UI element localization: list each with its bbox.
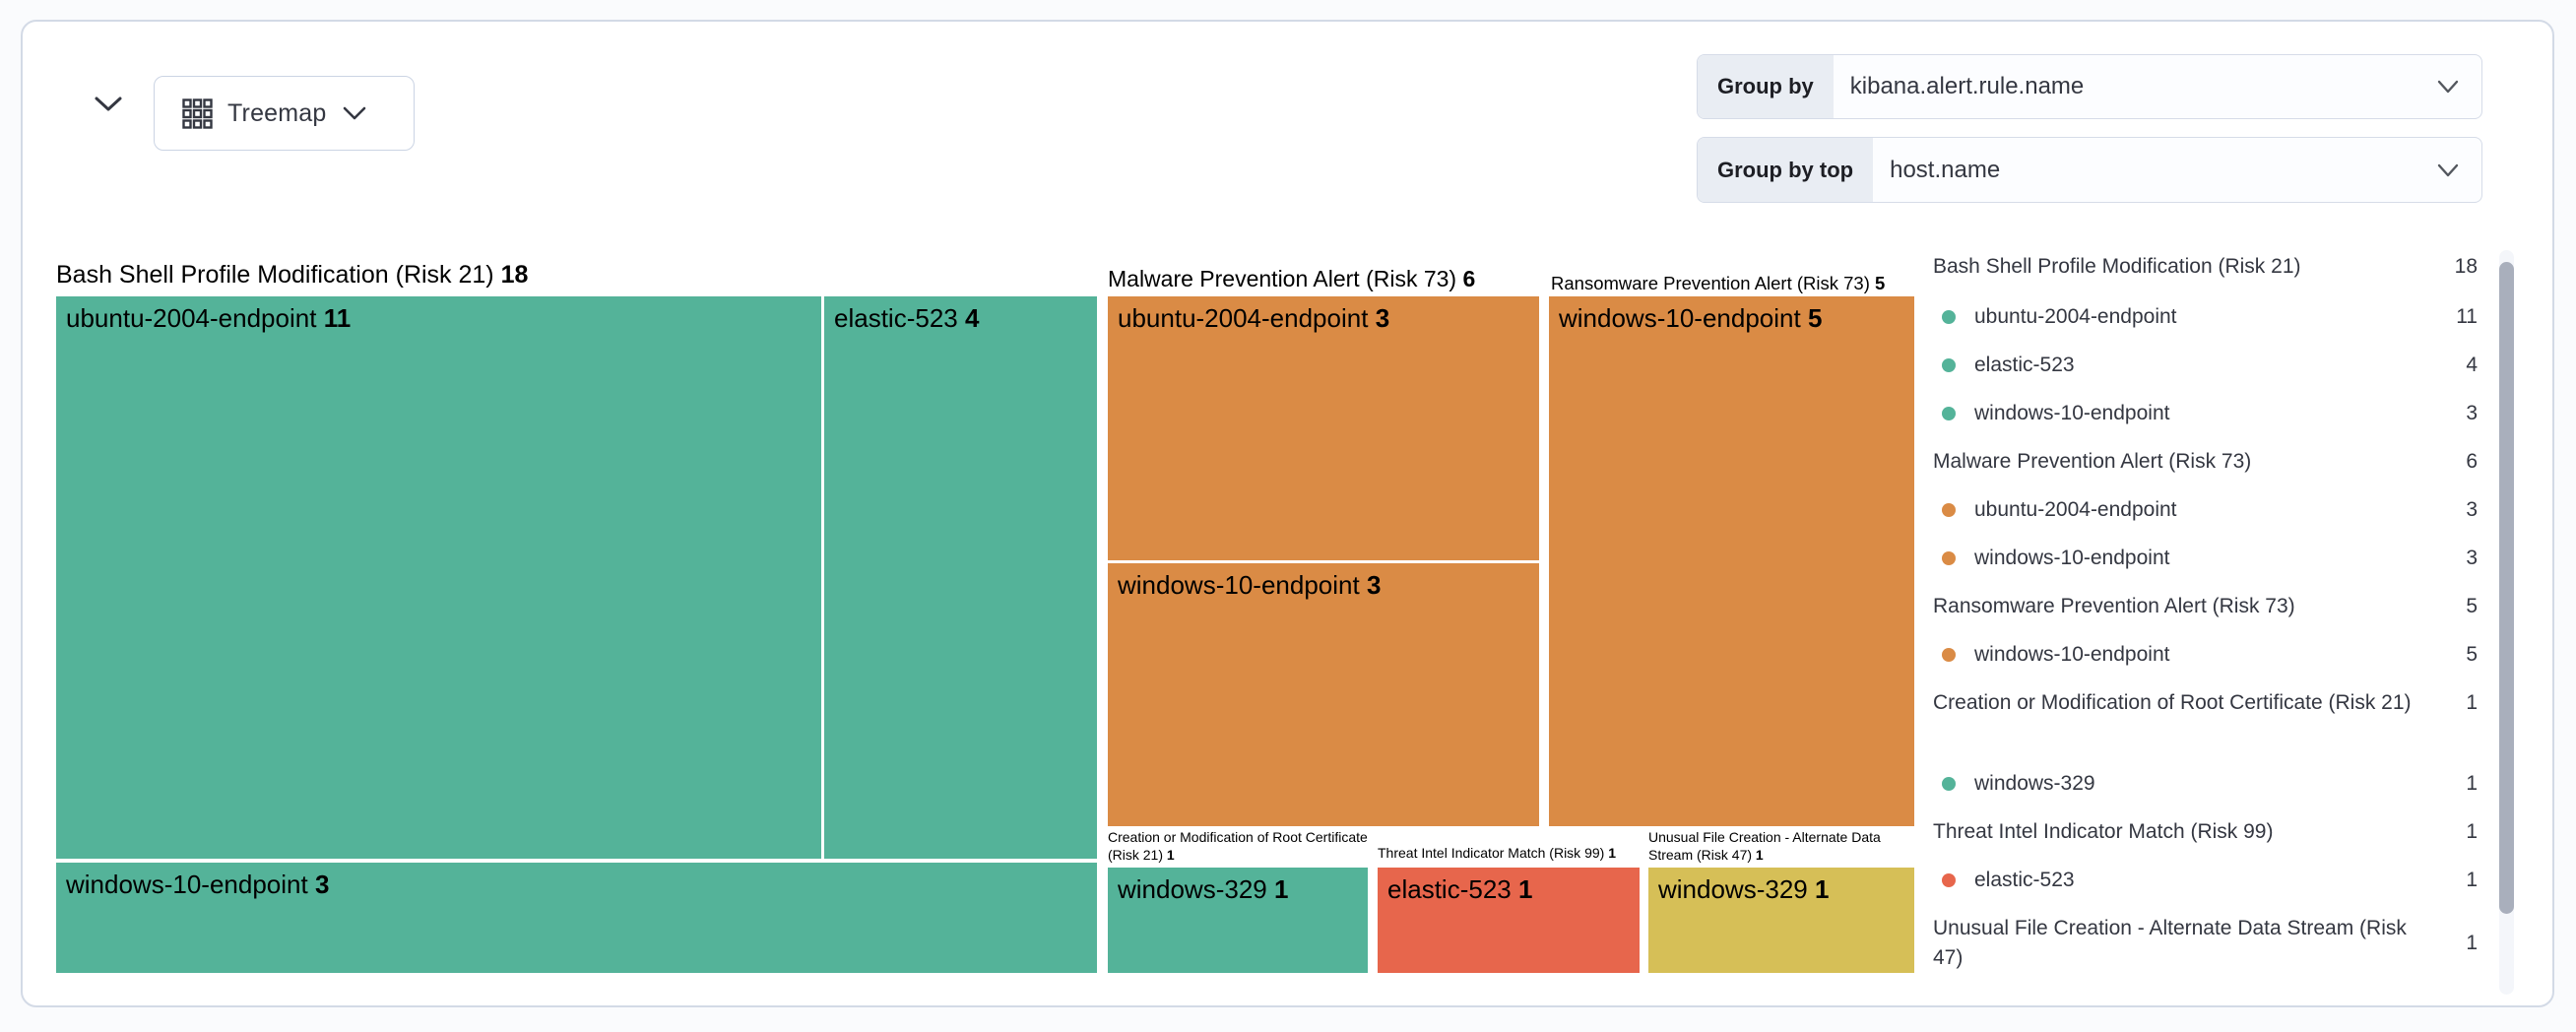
legend-color-dot: [1942, 310, 1956, 324]
legend-item-row[interactable]: elastic-523 1: [1942, 866, 2478, 895]
chart-type-select-button[interactable]: Treemap: [154, 76, 415, 151]
treemap-group-header: Unusual File Creation - Alternate Data S…: [1648, 829, 1881, 863]
treemap-tile[interactable]: windows-329 1: [1648, 868, 1914, 973]
legend-group-row[interactable]: Creation or Modification of Root Certifi…: [1933, 691, 2478, 714]
collapse-panel-button[interactable]: [86, 83, 131, 124]
grid-icon: [182, 97, 213, 129]
legend-item-row[interactable]: ubuntu-2004-endpoint 11: [1942, 302, 2478, 332]
legend-group-row[interactable]: Ransomware Prevention Alert (Risk 73) 5: [1933, 595, 2478, 617]
treemap-tile[interactable]: ubuntu-2004-endpoint 3: [1108, 296, 1539, 560]
legend-color-dot: [1942, 873, 1956, 887]
legend-item-row[interactable]: elastic-523 4: [1942, 351, 2478, 380]
legend-item-row[interactable]: ubuntu-2004-endpoint 3: [1942, 495, 2478, 525]
legend-color-dot: [1942, 358, 1956, 372]
group-by-top-label: Group by top: [1698, 138, 1874, 202]
legend-group-row[interactable]: Malware Prevention Alert (Risk 73) 6: [1933, 450, 2478, 473]
chevron-down-icon: [2436, 55, 2481, 118]
treemap-tile[interactable]: ubuntu-2004-endpoint 11: [56, 296, 821, 859]
group-by-value: kibana.alert.rule.name: [1849, 73, 2085, 99]
legend-item-row[interactable]: windows-329 1: [1942, 769, 2478, 799]
legend-color-dot: [1942, 407, 1956, 420]
legend-item-row[interactable]: windows-10-endpoint 5: [1942, 640, 2478, 670]
group-by-select[interactable]: Group by kibana.alert.rule.name: [1697, 54, 2482, 119]
legend-color-dot: [1942, 648, 1956, 662]
legend-group-row[interactable]: Unusual File Creation - Alternate Data S…: [1933, 917, 2478, 969]
treemap-group-header: Malware Prevention Alert (Risk 73) 6: [1108, 266, 1476, 291]
chevron-down-icon: [2436, 138, 2481, 202]
legend-item-row[interactable]: windows-10-endpoint 3: [1942, 544, 2478, 573]
treemap-tile[interactable]: windows-329 1: [1108, 868, 1368, 973]
chart-type-label: Treemap: [227, 98, 327, 127]
treemap-group-header: Creation or Modification of Root Certifi…: [1108, 829, 1368, 863]
treemap-tile[interactable]: windows-10-endpoint 3: [56, 863, 1097, 973]
group-by-label: Group by: [1698, 55, 1834, 118]
treemap-group-header: Ransomware Prevention Alert (Risk 73) 5: [1551, 273, 1886, 293]
group-by-top-select[interactable]: Group by top host.name: [1697, 137, 2482, 203]
treemap-tile[interactable]: windows-10-endpoint 5: [1549, 296, 1914, 826]
legend-group-row[interactable]: Bash Shell Profile Modification (Risk 21…: [1933, 255, 2478, 278]
treemap-group-header: Threat Intel Indicator Match (Risk 99) 1: [1378, 845, 1616, 861]
treemap-tile[interactable]: elastic-523 4: [824, 296, 1097, 859]
legend-scrollbar-thumb[interactable]: [2499, 262, 2514, 914]
legend-color-dot: [1942, 551, 1956, 565]
treemap-group-header: Bash Shell Profile Modification (Risk 21…: [56, 261, 529, 289]
chevron-down-icon: [342, 104, 367, 122]
legend-color-dot: [1942, 777, 1956, 791]
legend-color-dot: [1942, 503, 1956, 517]
group-by-top-value: host.name: [1890, 156, 2001, 183]
legend-item-row[interactable]: windows-10-endpoint 3: [1942, 399, 2478, 428]
legend-group-row[interactable]: Threat Intel Indicator Match (Risk 99) 1: [1933, 820, 2478, 843]
treemap-tile[interactable]: windows-10-endpoint 3: [1108, 563, 1539, 826]
treemap-tile[interactable]: elastic-523 1: [1378, 868, 1640, 973]
chevron-down-icon: [94, 94, 123, 113]
